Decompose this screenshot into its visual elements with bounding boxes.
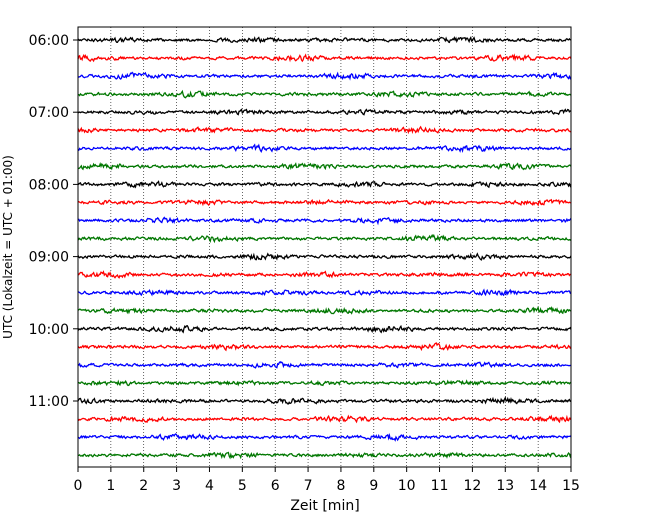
trace-1015 — [77, 342, 572, 352]
plot-area — [78, 27, 571, 467]
x-tick-label-7: 7 — [304, 478, 313, 494]
trace-0845 — [77, 233, 572, 244]
trace-1145 — [77, 451, 572, 460]
x-tick-label-10: 10 — [398, 478, 416, 494]
y-tick-label-0600: 06:00 — [29, 33, 69, 49]
trace-0745 — [77, 161, 572, 171]
plot-frame — [77, 26, 572, 468]
x-tick-label-11: 11 — [431, 478, 449, 494]
trace-0900 — [77, 252, 572, 261]
trace-1100 — [77, 396, 572, 405]
y-tick-label-0800: 08:00 — [29, 177, 69, 193]
x-tick-label-5: 5 — [238, 478, 247, 494]
x-tick-label-14: 14 — [529, 478, 547, 494]
trace-0915 — [77, 270, 572, 279]
x-tick-label-15: 15 — [562, 478, 580, 494]
trace-1130 — [77, 432, 572, 442]
trace-0630 — [77, 71, 572, 81]
trace-0930 — [77, 288, 572, 297]
trace-1045 — [77, 379, 572, 387]
y-tick-label-1000: 10:00 — [29, 322, 69, 338]
x-tick-label-1: 1 — [106, 478, 115, 494]
x-tick-label-6: 6 — [271, 478, 280, 494]
trace-0600 — [77, 36, 572, 44]
y-axis-ticks: 06:00 07:00 08:00 09:00 10:00 11:00 — [29, 33, 78, 410]
trace-0945 — [77, 305, 572, 315]
trace-0645 — [77, 89, 572, 99]
x-tick-label-13: 13 — [496, 478, 514, 494]
x-tick-label-2: 2 — [139, 478, 148, 494]
traces — [77, 36, 572, 460]
trace-0815 — [77, 198, 572, 207]
x-tick-label-4: 4 — [205, 478, 214, 494]
x-tick-label-9: 9 — [369, 478, 378, 494]
trace-0615 — [77, 53, 572, 63]
x-tick-label-8: 8 — [336, 478, 345, 494]
trace-0830 — [77, 216, 572, 226]
x-tick-label-3: 3 — [172, 478, 181, 494]
trace-0800 — [77, 180, 572, 189]
vertical-gridlines — [110, 27, 539, 467]
trace-0730 — [77, 143, 572, 154]
trace-1030 — [77, 360, 572, 369]
x-axis-ticks: 0 1 2 3 4 5 6 7 8 9 10 11 12 13 14 15 — [74, 467, 580, 494]
trace-1115 — [77, 414, 572, 424]
y-tick-label-1100: 11:00 — [29, 394, 69, 410]
trace-1000 — [77, 324, 572, 334]
trace-0715 — [77, 125, 572, 135]
y-tick-label-0700: 07:00 — [29, 105, 69, 121]
y-tick-label-0900: 09:00 — [29, 250, 69, 266]
x-axis-label: Zeit [min] — [290, 498, 359, 514]
y-axis-label: UTC (Lokalzeit = UTC + 01:00) — [1, 155, 15, 339]
x-tick-label-12: 12 — [463, 478, 481, 494]
trace-0700 — [77, 108, 572, 116]
x-tick-label-0: 0 — [74, 478, 83, 494]
